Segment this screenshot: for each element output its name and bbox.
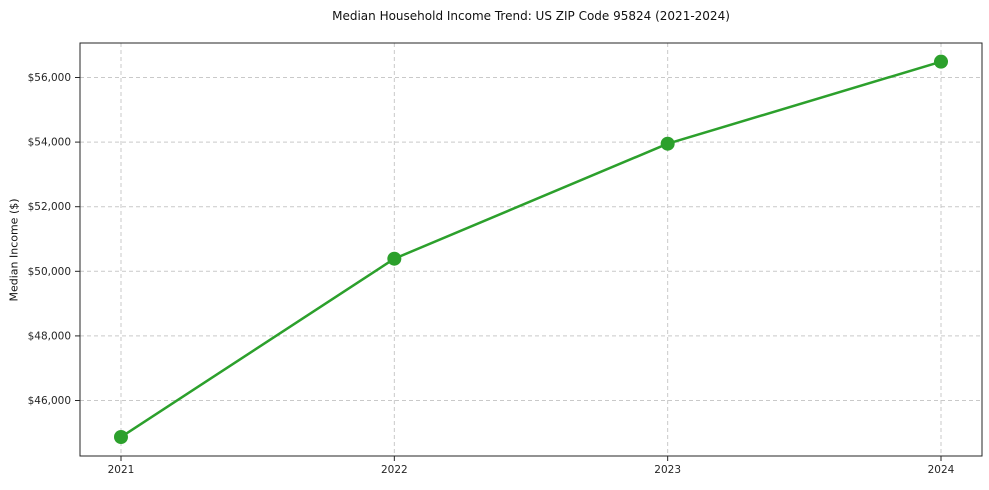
y-tick-label: $48,000 — [28, 330, 71, 342]
y-tick-label: $56,000 — [28, 72, 71, 84]
data-point-2022 — [387, 251, 402, 266]
y-tick-label: $50,000 — [28, 266, 71, 278]
data-point-2023 — [660, 136, 675, 151]
axes-box — [79, 42, 983, 457]
x-tick-label: 2021 — [108, 464, 135, 476]
y-tick-label: $52,000 — [28, 201, 71, 213]
x-tick-label: 2022 — [381, 464, 408, 476]
data-point-2021 — [114, 430, 128, 445]
y-tick-label: $54,000 — [28, 137, 71, 149]
x-tick-label: 2023 — [654, 464, 681, 476]
trend-line — [119, 60, 943, 439]
chart-title: Median Household Income Trend: US ZIP Co… — [332, 9, 730, 23]
x-tick-label: 2024 — [928, 464, 955, 476]
y-tick-label: $46,000 — [28, 395, 71, 407]
data-point-2024 — [934, 54, 948, 69]
